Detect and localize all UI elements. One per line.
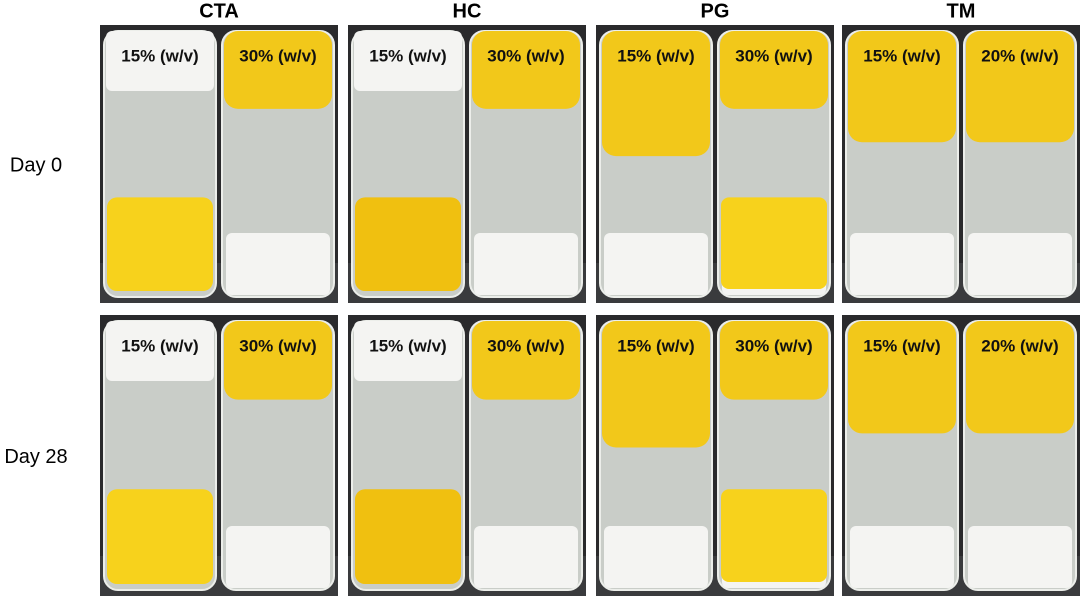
vial: 20% (w/v): [963, 30, 1077, 298]
sample: [107, 197, 213, 291]
vial: 15% (w/v): [103, 30, 217, 298]
vial-label: 30% (w/v): [735, 46, 812, 65]
sample: [721, 197, 827, 289]
sample: [602, 31, 710, 157]
vial-label: 30% (w/v): [487, 46, 564, 65]
sample: [602, 321, 710, 448]
photo-panel: 15% (w/v) 20% (w/v): [842, 315, 1080, 596]
sample: [966, 321, 1074, 434]
row-label: Day 28: [4, 446, 67, 468]
vial-cap: [604, 526, 708, 588]
photo-panel: 15% (w/v) 30% (w/v): [348, 25, 586, 303]
sample: [966, 31, 1074, 143]
vial-cap: [106, 31, 214, 91]
photo-panel: 15% (w/v) 20% (w/v): [842, 25, 1080, 303]
sample: [472, 31, 580, 109]
vial: 30% (w/v): [717, 30, 831, 298]
vial: 15% (w/v): [599, 30, 713, 298]
vial-label: 15% (w/v): [369, 46, 446, 65]
vial-cap: [226, 526, 330, 588]
sample: [472, 321, 580, 400]
sample: [107, 489, 213, 584]
vial-cap: [968, 526, 1072, 588]
sample: [355, 197, 461, 291]
photo-panel: 15% (w/v) 30% (w/v): [596, 315, 834, 596]
vial-label: 30% (w/v): [239, 336, 316, 355]
vial: 15% (w/v): [103, 320, 217, 591]
vial: 30% (w/v): [469, 320, 583, 591]
vial: 30% (w/v): [717, 320, 831, 591]
vial: 20% (w/v): [963, 320, 1077, 591]
column-title: HC: [453, 0, 482, 22]
vial: 15% (w/v): [351, 320, 465, 591]
vial: 15% (w/v): [351, 30, 465, 298]
vial-cap: [106, 321, 214, 381]
sample: [720, 321, 828, 400]
vial: 30% (w/v): [469, 30, 583, 298]
vial-label: 30% (w/v): [239, 46, 316, 65]
vial-cap: [474, 526, 578, 588]
sample: [224, 31, 332, 109]
vial-label: 15% (w/v): [617, 336, 694, 355]
vial-cap: [850, 526, 954, 588]
vial-cap: [354, 31, 462, 91]
sample: [721, 489, 827, 582]
column-title: CTA: [199, 0, 239, 22]
sample: [720, 31, 828, 109]
vial-label: 30% (w/v): [487, 336, 564, 355]
vial: 15% (w/v): [845, 320, 959, 591]
vial-cap: [226, 233, 330, 295]
vial: 30% (w/v): [221, 320, 335, 591]
vial-label: 20% (w/v): [981, 336, 1058, 355]
vial-cap: [354, 321, 462, 381]
vial-label: 30% (w/v): [735, 336, 812, 355]
vial-label: 15% (w/v): [369, 336, 446, 355]
photo-panel: 15% (w/v) 30% (w/v): [100, 315, 338, 596]
sample: [224, 321, 332, 400]
sample: [355, 489, 461, 584]
photo-panel: 15% (w/v) 30% (w/v): [596, 25, 834, 303]
vial: 15% (w/v): [845, 30, 959, 298]
vial: 15% (w/v): [599, 320, 713, 591]
vial-label: 15% (w/v): [121, 336, 198, 355]
sample: [848, 321, 956, 434]
vial-cap: [850, 233, 954, 295]
vial: 30% (w/v): [221, 30, 335, 298]
vial-cap: [474, 233, 578, 295]
vial-label: 20% (w/v): [981, 46, 1058, 65]
column-title: TM: [947, 0, 976, 22]
vial-label: 15% (w/v): [863, 46, 940, 65]
row-label: Day 0: [10, 154, 62, 176]
column-title: PG: [701, 0, 730, 22]
sample: [848, 31, 956, 143]
vial-cap: [968, 233, 1072, 295]
photo-panel: 15% (w/v) 30% (w/v): [348, 315, 586, 596]
vial-label: 15% (w/v): [617, 46, 694, 65]
vial-label: 15% (w/v): [863, 336, 940, 355]
vial-cap: [604, 233, 708, 295]
photo-panel: 15% (w/v) 30% (w/v): [100, 25, 338, 303]
vial-label: 15% (w/v): [121, 46, 198, 65]
